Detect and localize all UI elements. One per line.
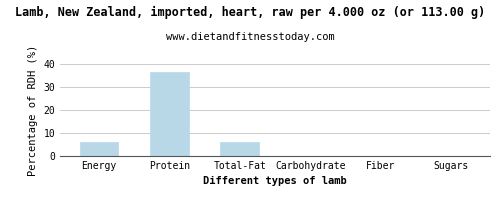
Bar [80,142,118,156]
X-axis label: Different types of lamb: Different types of lamb [203,176,347,186]
Y-axis label: Percentage of RDH (%): Percentage of RDH (%) [28,44,38,176]
Text: www.dietandfitnesstoday.com: www.dietandfitnesstoday.com [166,32,334,42]
Text: Lamb, New Zealand, imported, heart, raw per 4.000 oz (or 113.00 g): Lamb, New Zealand, imported, heart, raw … [15,6,485,19]
Bar [220,142,259,156]
Bar [150,72,188,156]
